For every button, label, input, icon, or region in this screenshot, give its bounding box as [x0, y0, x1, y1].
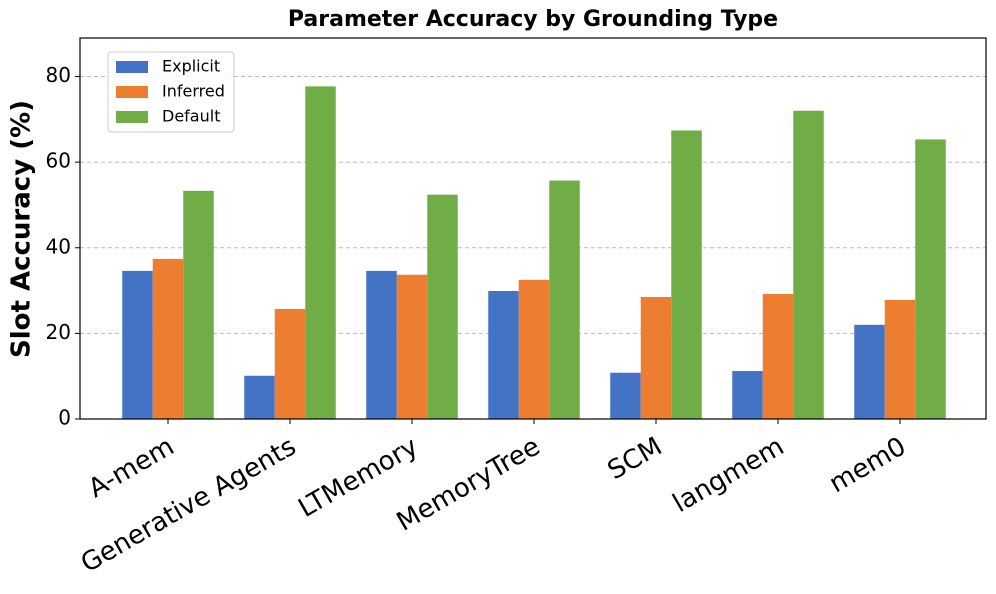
legend-label: Inferred — [162, 82, 225, 101]
legend-swatch — [116, 86, 148, 98]
bar — [122, 270, 153, 419]
bar — [396, 274, 428, 419]
bar — [671, 130, 702, 420]
y-tick-label: 80 — [46, 63, 71, 87]
y-axis-label: Slot Accuracy (%) — [7, 100, 37, 358]
y-tick-label: 20 — [46, 320, 71, 344]
bar — [427, 194, 458, 419]
legend-swatch — [116, 61, 148, 73]
x-tick-label: A-mem — [83, 432, 179, 505]
chart-title: Parameter Accuracy by Grounding Type — [288, 7, 778, 32]
legend-label: Default — [162, 107, 220, 126]
bar — [152, 258, 184, 419]
x-tick-label: SCM — [603, 432, 667, 487]
x-tick-label: mem0 — [824, 432, 911, 500]
bar — [793, 110, 824, 420]
bar — [305, 86, 336, 420]
bar — [762, 293, 794, 419]
y-tick-label: 60 — [46, 149, 71, 173]
y-tick-label: 0 — [58, 406, 71, 430]
bar — [518, 279, 550, 419]
legend-swatch — [116, 111, 148, 123]
bar — [732, 371, 763, 419]
bar — [366, 270, 397, 419]
bar — [854, 324, 885, 419]
bar — [915, 139, 946, 419]
y-tick-label: 40 — [46, 234, 71, 258]
bar — [549, 180, 580, 419]
x-tick-label: langmem — [668, 432, 789, 519]
bar — [640, 296, 672, 419]
bar — [610, 372, 641, 419]
x-tick-label: Generative Agents — [76, 432, 301, 579]
bar — [183, 190, 214, 419]
plot-frame — [79, 37, 987, 420]
bar — [244, 375, 275, 419]
bar — [274, 308, 306, 419]
bar — [884, 299, 916, 419]
legend-label: Explicit — [162, 57, 220, 76]
bar — [488, 291, 519, 419]
